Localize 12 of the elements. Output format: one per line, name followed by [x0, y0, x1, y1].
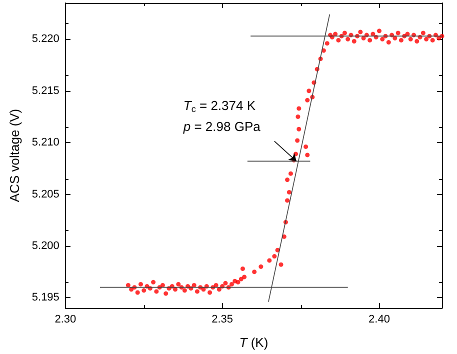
y-axis-title: ACS voltage (V) — [7, 108, 22, 202]
x-tick-label: 2.30 — [54, 314, 76, 326]
y-tick-label: 5.220 — [32, 33, 60, 46]
x-axis-title: T (K) — [239, 335, 268, 350]
y-tick-label: 5.200 — [32, 240, 60, 252]
x-tick-label: 2.40 — [368, 314, 390, 326]
y-tick-label: 5.210 — [32, 136, 60, 149]
x-tick-label: 2.35 — [212, 314, 234, 326]
annotation: p = 2.98 GPa — [182, 119, 262, 134]
y-tick-label: 5.215 — [32, 84, 60, 97]
y-tick-label: 5.205 — [32, 188, 60, 200]
y-tick-label: 5.195 — [32, 292, 60, 304]
